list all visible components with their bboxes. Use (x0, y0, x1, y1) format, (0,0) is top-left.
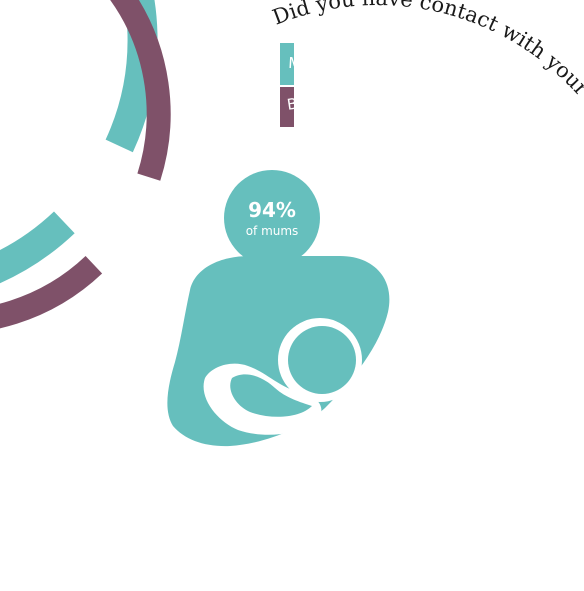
mums-callout-badge: 94% of mums (224, 170, 320, 266)
series-label-partners-text: Birthing partners said yes... (286, 93, 483, 186)
series-label-partners: Birthing partners said yes... (286, 93, 483, 186)
mums-label-band (280, 43, 294, 85)
mother-arm-shape (230, 374, 312, 417)
arc-bar-mums (0, 0, 158, 284)
mother-breastfeeding-baby-icon (167, 256, 390, 447)
baby-head (288, 326, 356, 394)
callout-circle (224, 170, 320, 266)
callout-label: of mums (246, 224, 299, 238)
callout-value: 94% (248, 198, 296, 222)
arc-label-bands (280, 43, 294, 127)
arc-series-group (0, 0, 171, 329)
partners-label-band (280, 87, 294, 127)
